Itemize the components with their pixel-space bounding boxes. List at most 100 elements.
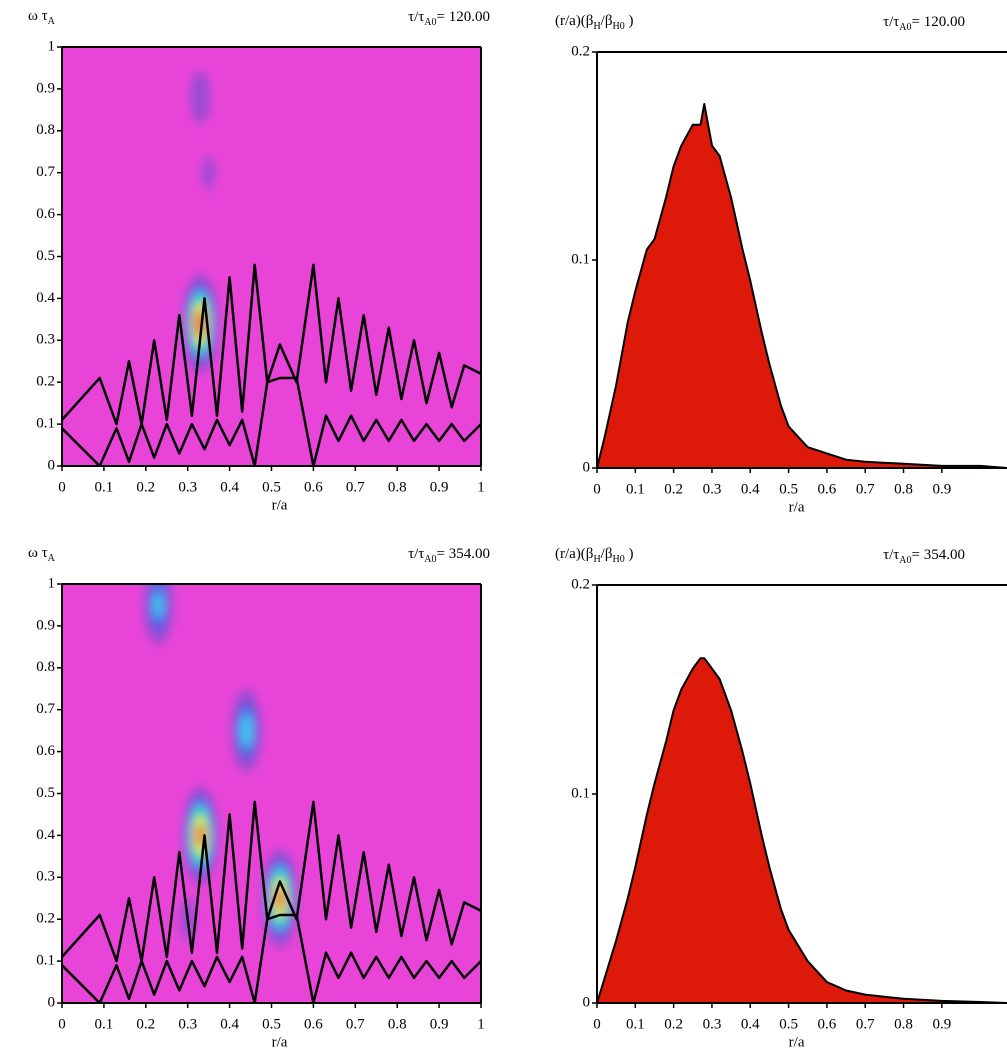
- y-tick-label: 0.2: [571, 43, 590, 59]
- y-tick-label: 0.1: [571, 251, 590, 267]
- y-axis-label-part: ω τ: [28, 545, 48, 561]
- time-label-part: τ/τ: [883, 547, 899, 563]
- x-tick-label: 1: [477, 479, 485, 495]
- x-tick-label: 0.6: [818, 1016, 837, 1032]
- time-label-part: τ/τ: [408, 9, 424, 25]
- x-tick-label: 0.9: [932, 481, 951, 497]
- area: [597, 103, 1007, 468]
- x-tick-label: 0.2: [136, 1016, 155, 1032]
- x-tick-label: 0.1: [626, 481, 645, 497]
- plot-area: [62, 584, 481, 1003]
- x-tick-label: 0.5: [779, 1016, 798, 1032]
- time-label-part: A0: [899, 555, 911, 566]
- plot-area: [62, 47, 481, 466]
- spots: [143, 584, 298, 948]
- x-tick-label: 0.2: [664, 1016, 683, 1032]
- y-tick-label: 0.8: [36, 659, 55, 675]
- x-tick-label: 0.9: [932, 1016, 951, 1032]
- y-tick-label: 0: [48, 457, 56, 473]
- x-tick-label: 0.7: [346, 479, 365, 495]
- time-label-part: τ/τ: [408, 546, 424, 562]
- y-tick-label: 0.3: [36, 332, 55, 348]
- x-tick-label: 0.8: [388, 479, 407, 495]
- x-tick-label: 0.1: [95, 1016, 114, 1032]
- x-tick-label: 0.8: [894, 481, 913, 497]
- y-tick-label: 0.2: [36, 911, 55, 927]
- y-tick-label: 0: [583, 459, 591, 475]
- time-label-part: = 120.00: [912, 14, 965, 30]
- time-label: τ/τA0= 120.00: [408, 9, 490, 28]
- x-tick-label: 0.1: [626, 1016, 645, 1032]
- y-axis-label: ω τA: [28, 545, 56, 564]
- x-tick-label: 0.9: [430, 479, 449, 495]
- y-axis-label: (r/a)(βH/βH0 ): [555, 546, 633, 565]
- y-axis-label-part: H0: [612, 554, 624, 565]
- x-tick-label: 0.3: [178, 479, 197, 495]
- y-axis-label-part: ω τ: [28, 8, 48, 24]
- y-axis-label-part: /β: [601, 13, 613, 29]
- x-tick-label: 0.7: [856, 481, 875, 497]
- x-tick-label: 0.5: [262, 479, 281, 495]
- x-axis-label: r/a: [789, 499, 805, 515]
- y-tick-label: 0.6: [36, 743, 55, 759]
- y-tick-label: 0: [48, 994, 56, 1010]
- continuum-line: [62, 913, 481, 1003]
- x-tick-label: 0.4: [741, 481, 760, 497]
- continuum-line: [62, 800, 481, 963]
- spot: [153, 590, 164, 619]
- y-axis-label-part: A: [48, 553, 56, 564]
- x-tick-label: 0.8: [894, 1016, 913, 1032]
- y-axis-label-part: H0: [612, 21, 624, 32]
- x-tick-label: 0.8: [388, 1016, 407, 1032]
- y-axis-label-part: ): [625, 13, 634, 29]
- spot: [275, 886, 285, 910]
- continuum-line: [62, 263, 481, 426]
- x-tick-label: 0.7: [346, 1016, 365, 1032]
- x-axis-label: r/a: [789, 1034, 805, 1050]
- x-tick-label: 0.2: [136, 479, 155, 495]
- x-tick-label: 1: [477, 1016, 485, 1032]
- time-label-part: τ/τ: [883, 14, 899, 30]
- y-tick-label: 0.5: [36, 248, 55, 264]
- y-tick-label: 0.1: [36, 416, 55, 432]
- y-tick-label: 0.7: [36, 164, 55, 180]
- y-tick-label: 0.7: [36, 701, 55, 717]
- x-tick-label: 0.5: [262, 1016, 281, 1032]
- y-axis-label-part: H: [593, 21, 600, 32]
- y-axis-label-part: ): [625, 546, 634, 562]
- y-axis-label: ω τA: [28, 8, 56, 27]
- y-tick-label: 0.2: [36, 374, 55, 390]
- x-tick-label: 0.7: [856, 1016, 875, 1032]
- x-tick-label: 0: [593, 1016, 601, 1032]
- y-axis-label-part: /β: [601, 546, 613, 562]
- area: [597, 657, 1007, 1003]
- x-tick-label: 0.6: [304, 1016, 323, 1032]
- y-axis-label-part: (r/a)(β: [555, 13, 593, 29]
- x-tick-label: 0.4: [741, 1016, 760, 1032]
- spot: [239, 712, 253, 749]
- y-axis-label: (r/a)(βH/βH0 ): [555, 13, 633, 32]
- x-axis-label: r/a: [272, 497, 288, 513]
- time-label-part: = 120.00: [437, 9, 490, 25]
- time-label-part: A0: [424, 17, 436, 28]
- y-tick-label: 0.9: [36, 617, 55, 633]
- x-tick-label: 0.4: [220, 1016, 239, 1032]
- x-tick-label: 0.6: [818, 481, 837, 497]
- x-tick-label: 0: [593, 481, 601, 497]
- y-tick-label: 0.6: [36, 206, 55, 222]
- y-tick-label: 0.4: [36, 290, 55, 306]
- x-tick-label: 0.5: [779, 481, 798, 497]
- time-label-part: A0: [424, 554, 436, 565]
- y-tick-label: 0.4: [36, 827, 55, 843]
- spot: [202, 155, 215, 190]
- continuum-line: [62, 376, 481, 466]
- x-tick-label: 0.6: [304, 479, 323, 495]
- plot-area: [597, 657, 1007, 1003]
- heatmap-background: [62, 47, 481, 466]
- plot-area: [597, 103, 1007, 468]
- x-tick-label: 0.3: [703, 1016, 722, 1032]
- time-label: τ/τA0= 354.00: [883, 547, 965, 566]
- x-tick-label: 0.2: [664, 481, 683, 497]
